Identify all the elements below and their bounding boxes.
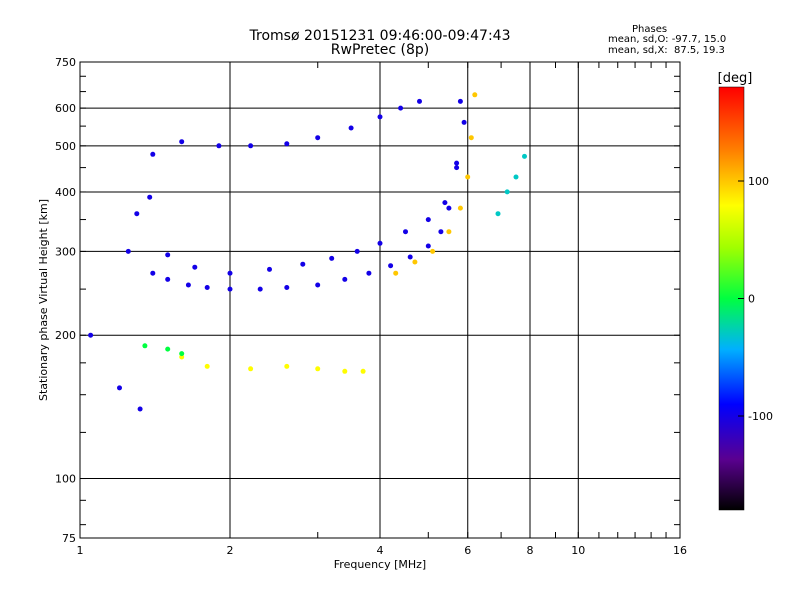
trace-0-point [407, 254, 413, 260]
x-tick-label: 8 [527, 544, 534, 557]
trace-0-point [117, 385, 122, 391]
trace-2-point [315, 135, 321, 141]
colorbar-ticks: 100 0 -100 [738, 175, 773, 423]
x-tick-label: 6 [464, 544, 471, 557]
trace-0-point [185, 282, 191, 288]
trace-0-point [137, 406, 143, 412]
trace-0-point [257, 286, 263, 292]
trace-4-point [248, 366, 254, 372]
x-tick-label: 16 [673, 544, 687, 557]
trace-4-point [315, 366, 321, 372]
trace-3-point [472, 92, 478, 98]
y-tick-label: 100 [55, 473, 76, 486]
grid-lines [79, 62, 681, 538]
trace-4-point [284, 363, 290, 369]
trace-1-point [300, 261, 306, 267]
x-tick-label: 1 [77, 544, 84, 557]
trace-2-point [179, 139, 185, 145]
trace-0-point [88, 332, 94, 338]
trace-3-point [457, 205, 463, 211]
colorbar-label: [deg] [718, 71, 753, 86]
axis-ticks: 1 2 4 6 8 10 16 75 100 200 300 400 500 600 750 [55, 56, 687, 557]
trace-2-point [417, 98, 422, 104]
trace-1-point [125, 248, 131, 254]
chart-subtitle: RwPretec (8p) [330, 42, 430, 58]
trace-0-point [204, 285, 210, 290]
colorbar-tick-label: -100 [748, 410, 773, 423]
trace-0-point [366, 270, 372, 276]
x-tick-label: 4 [377, 544, 384, 557]
y-tick-label: 500 [55, 140, 76, 153]
trace-0-point [438, 229, 444, 235]
trace-2-point [348, 125, 354, 131]
trace-1-point [192, 264, 198, 270]
trace-4-point [360, 368, 366, 374]
trace-3-point [393, 270, 399, 276]
trace-1-point [442, 200, 448, 206]
x-tick-label: 10 [571, 544, 585, 557]
trace-1-point [354, 248, 360, 254]
trace-1-point [454, 160, 460, 166]
phases-o-mode-stats: mean, sd,O: -97.7, 15.0 [608, 34, 727, 45]
trace-2-point [216, 143, 222, 149]
y-tick-label: 750 [55, 56, 76, 69]
trace-6-point [495, 211, 501, 217]
trace-1-point [377, 240, 383, 246]
y-tick-label: 75 [62, 532, 76, 545]
chart-title: Tromsø 20151231 09:46:00-09:47:43 [249, 28, 511, 44]
trace-0-point [388, 263, 394, 269]
trace-5-point [142, 343, 148, 349]
trace-4-point [204, 363, 210, 369]
phases-x-mode-stats: mean, sd,X: 87.5, 19.3 [608, 45, 725, 56]
data-points [88, 92, 527, 412]
trace-3-point [446, 229, 452, 235]
trace-0-point [425, 243, 431, 249]
y-tick-label: 600 [55, 102, 76, 115]
trace-1-point [134, 211, 140, 217]
trace-3-point [468, 135, 474, 141]
trace-2-point [150, 151, 156, 157]
trace-3-point [465, 174, 471, 180]
trace-6-point [522, 153, 527, 159]
y-axis-label: Stationary phase Virtual Height [km] [37, 199, 50, 401]
colorbar-tick-label: 100 [748, 175, 769, 188]
x-axis-label: Frequency [MHz] [334, 558, 426, 571]
trace-1-point [147, 194, 153, 200]
trace-1-point [403, 229, 408, 235]
trace-0-point [446, 205, 452, 211]
colorbar-tick-label: 0 [748, 293, 755, 306]
trace-0-point [150, 270, 156, 276]
trace-2-point [377, 114, 383, 120]
trace-6-point [513, 174, 519, 180]
trace-0-point [342, 276, 348, 282]
trace-1-point [461, 119, 467, 125]
trace-0-point [165, 276, 171, 282]
trace-1-point [267, 266, 272, 272]
trace-0-point [284, 285, 290, 290]
trace-5-point [165, 346, 171, 352]
trace-0-point [227, 286, 233, 292]
trace-0-point [315, 282, 321, 288]
trace-1-point [227, 270, 233, 276]
trace-1-point [165, 252, 171, 258]
trace-6-point [504, 189, 510, 195]
phases-heading: Phases [632, 24, 668, 35]
y-tick-label: 200 [55, 329, 76, 342]
trace-2-point [248, 143, 254, 149]
trace-1-point [329, 255, 335, 261]
trace-1-point [425, 217, 431, 223]
trace-5-point [179, 351, 185, 357]
x-tick-label: 2 [227, 544, 234, 557]
trace-2-point [398, 105, 404, 111]
trace-0-point [457, 98, 463, 104]
trace-3-point [430, 248, 436, 254]
trace-2-point [284, 141, 290, 147]
trace-3-point [412, 259, 418, 265]
y-tick-label: 300 [55, 245, 76, 258]
trace-0-point [454, 165, 460, 171]
trace-4-point [342, 368, 348, 374]
y-tick-label: 400 [55, 186, 76, 199]
